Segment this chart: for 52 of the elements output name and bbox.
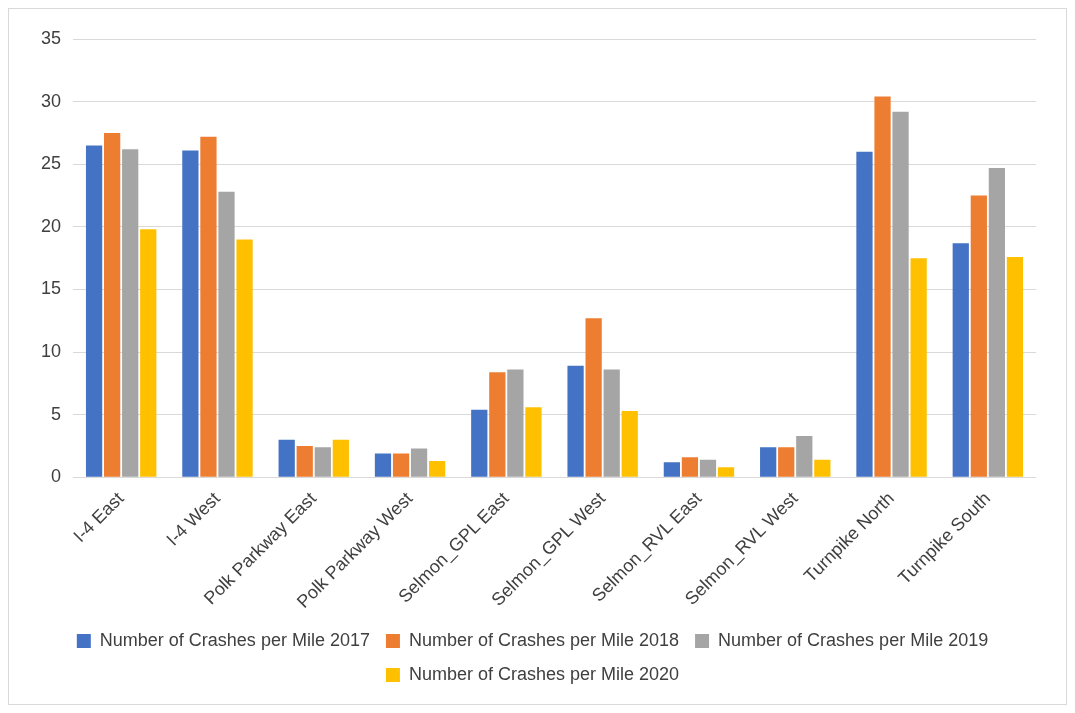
y-tick-label: 10 xyxy=(40,341,62,362)
bar xyxy=(140,229,157,477)
bar xyxy=(278,439,295,477)
bar xyxy=(471,409,488,477)
bar xyxy=(122,149,139,477)
bar xyxy=(621,410,638,477)
bar xyxy=(525,407,542,477)
bar xyxy=(952,243,969,477)
bar xyxy=(104,132,121,477)
bar xyxy=(296,446,313,477)
legend-label: Number of Crashes per Mile 2018 xyxy=(408,629,680,650)
y-tick-label: 15 xyxy=(40,278,62,299)
bar xyxy=(332,439,349,477)
bar xyxy=(489,372,506,477)
bar xyxy=(717,467,735,477)
bar xyxy=(663,462,680,477)
bar xyxy=(874,96,891,477)
bar xyxy=(892,111,909,477)
bar xyxy=(218,191,235,477)
legend-label: Number of Crashes per Mile 2020 xyxy=(408,663,680,684)
bar xyxy=(410,448,428,477)
legend-label: Number of Crashes per Mile 2017 xyxy=(99,629,370,650)
bar xyxy=(856,151,873,477)
legend-label: Number of Crashes per Mile 2019 xyxy=(718,629,989,650)
bar xyxy=(182,150,199,477)
bar xyxy=(374,453,392,477)
bar xyxy=(85,145,103,477)
bar xyxy=(970,195,987,477)
bar xyxy=(699,459,717,477)
bar xyxy=(567,365,584,477)
bar xyxy=(429,461,446,477)
y-tick-label: 20 xyxy=(40,215,62,236)
bar xyxy=(603,369,620,477)
bar xyxy=(507,369,524,477)
bar xyxy=(200,136,217,477)
bar xyxy=(910,258,927,477)
y-tick-label: 5 xyxy=(51,403,62,424)
bar xyxy=(681,457,699,477)
bar xyxy=(814,459,831,477)
y-tick-label: 0 xyxy=(51,466,62,487)
y-tick-label: 35 xyxy=(40,27,62,48)
bar xyxy=(392,453,410,477)
bar xyxy=(796,436,813,477)
bar xyxy=(760,447,777,477)
bar xyxy=(778,447,795,477)
bar xyxy=(236,239,253,477)
bar xyxy=(1006,256,1024,477)
bar xyxy=(988,167,1005,477)
y-tick-label: 25 xyxy=(40,153,62,174)
y-tick-label: 30 xyxy=(40,90,62,111)
bar xyxy=(585,318,602,477)
bar xyxy=(314,447,331,477)
